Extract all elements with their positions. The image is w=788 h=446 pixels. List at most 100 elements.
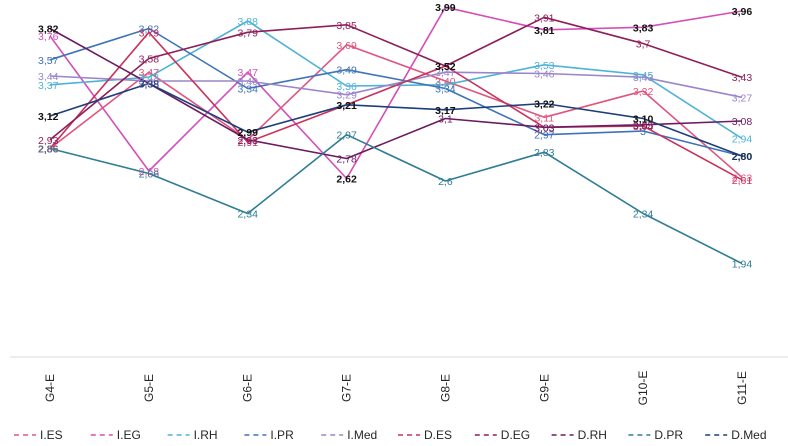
data-label-i-pr-g6-e: 3,34 (237, 84, 258, 96)
data-label-i-eg-g6-e: 3,47 (237, 67, 258, 79)
series-line-d-med (49, 82, 743, 157)
data-label-d-med-g5-e: 3,38 (139, 79, 160, 91)
data-label-i-pr-g7-e: 3,49 (336, 65, 357, 77)
data-label-d-pr-g7-e: 2,97 (336, 130, 357, 142)
data-label-i-rh-g9-e: 3,53 (534, 60, 555, 72)
legend-item-i-es: I.ES (14, 428, 63, 442)
x-tick-label-g6-e: G6-E (241, 374, 255, 402)
data-label-d-es-g8-e: 3,52 (435, 61, 456, 73)
series-line-i-eg (49, 6, 743, 180)
data-label-i-pr-g4-e: 3,57 (38, 55, 59, 67)
data-label-d-rh-g5-e: 3,38 (139, 79, 160, 91)
data-label-i-eg-g7-e: 2,62 (336, 174, 357, 186)
data-label-d-es-g9-e: 3,03 (534, 122, 555, 134)
data-label-d-eg-g9-e: 3,91 (534, 12, 555, 24)
data-label-i-pr-g8-e: 3,34 (435, 84, 456, 96)
data-label-d-eg-g7-e: 3,85 (336, 20, 357, 32)
data-label-i-eg-g11-e: 3,96 (732, 6, 753, 18)
data-label-d-es-g7-e: 3,21 (336, 100, 357, 112)
data-label-d-rh-g4-e: 3,82 (38, 24, 59, 36)
data-label-i-rh-g6-e: 3,88 (237, 16, 258, 28)
data-label-d-rh-g7-e: 2,78 (336, 154, 357, 166)
legend-label-d-eg: D.EG (501, 428, 530, 442)
data-label-d-rh-g8-e: 3,1 (438, 114, 453, 126)
legend-item-d-med: D.Med (705, 428, 767, 442)
data-label-i-med-g6-e: 3,40 (237, 76, 258, 88)
series-line-i-pr (49, 27, 743, 157)
data-label-i-med-g10-e: 3,43 (633, 72, 654, 84)
data-label-i-med-g4-e: 3,44 (38, 71, 59, 83)
data-label-i-med-g11-e: 3,27 (732, 92, 753, 104)
series-line-d-eg (49, 16, 743, 141)
legend-item-d-es: D.ES (398, 428, 452, 442)
data-label-i-med-g9-e: 3,46 (534, 69, 555, 81)
data-label-d-pr-g10-e: 2,34 (633, 209, 654, 221)
data-label-d-pr-g4-e: 2,86 (38, 144, 59, 156)
legend-label-i-eg: I.EG (117, 428, 141, 442)
data-label-d-eg-g8-e: 3,52 (435, 61, 456, 73)
data-label-i-eg-g8-e: 3,99 (435, 2, 456, 14)
legend-item-i-pr: I.PR (244, 428, 294, 442)
data-labels: 2,863,472,933,693,403,113,322,633,762,68… (38, 2, 752, 270)
data-label-i-es-g7-e: 3,69 (336, 40, 357, 52)
data-label-i-rh-g7-e: 3,36 (336, 81, 357, 93)
data-label-i-es-g10-e: 3,32 (633, 86, 654, 98)
data-label-d-med-g9-e: 3,22 (534, 99, 555, 111)
legend-label-i-pr: I.PR (270, 428, 294, 442)
data-label-d-rh-g10-e: 3,05 (633, 120, 654, 132)
data-label-i-rh-g10-e: 3,45 (633, 70, 654, 82)
legend-item-i-eg: I.EG (90, 428, 141, 442)
x-tick-label-g10-e: G10-E (636, 371, 650, 406)
x-tick-label-g4-e: G4-E (43, 374, 57, 402)
legend-label-d-es: D.ES (424, 428, 452, 442)
x-tick-label-g5-e: G5-E (142, 374, 156, 402)
legend-label-i-es: I.ES (40, 428, 63, 442)
data-label-d-med-g10-e: 3,10 (633, 114, 654, 126)
x-axis-ticks: G4-E G5-E G6-E G7-E G8-E G9-E G10-E G11-E (43, 371, 749, 406)
legend-label-d-med: D.Med (731, 428, 766, 442)
data-label-d-pr-g6-e: 2,34 (237, 209, 258, 221)
data-label-i-es-g6-e: 2,93 (237, 135, 258, 147)
data-label-d-eg-g11-e: 3,43 (732, 72, 753, 84)
data-label-d-med-g8-e: 3,17 (435, 105, 456, 117)
x-tick-label-g11-e: G11-E (735, 371, 749, 405)
data-label-i-med-g8-e: 3,47 (435, 67, 456, 79)
data-label-i-pr-g10-e: 3 (640, 126, 646, 138)
data-label-i-pr-g5-e: 3,82 (139, 24, 160, 36)
x-tick-label-g7-e: G7-E (340, 374, 354, 402)
data-label-i-pr-g11-e: 2,80 (732, 151, 753, 163)
data-label-i-es-g8-e: 3,40 (435, 76, 456, 88)
series-lines (49, 6, 743, 265)
data-label-i-pr-g9-e: 2,97 (534, 130, 555, 142)
data-label-i-eg-g5-e: 2,68 (139, 166, 160, 178)
data-label-i-es-g4-e: 2,86 (38, 144, 59, 156)
data-label-i-rh-g8-e: 3,37 (435, 80, 456, 92)
data-label-d-eg-g6-e: 3,79 (237, 27, 258, 39)
data-label-d-es-g10-e: 3,04 (633, 121, 654, 133)
data-label-d-es-g4-e: 2,86 (38, 144, 59, 156)
data-label-d-rh-g11-e: 3,08 (732, 116, 753, 128)
data-label-i-es-g9-e: 3,11 (534, 112, 554, 124)
data-label-i-es-g11-e: 2,63 (732, 172, 753, 184)
data-label-d-es-g11-e: 2,61 (732, 175, 753, 187)
x-tick-label-g8-e: G8-E (438, 374, 452, 402)
data-label-i-med-g7-e: 3,29 (336, 90, 357, 102)
data-label-d-rh-g6-e: 2,93 (237, 135, 258, 147)
data-label-i-rh-g5-e: 3,43 (139, 72, 160, 84)
data-label-d-es-g5-e: 3,79 (139, 27, 160, 39)
x-tick-label-g9-e: G9-E (537, 374, 551, 402)
data-label-i-rh-g11-e: 2,94 (732, 134, 753, 146)
data-label-d-pr-g9-e: 2,83 (534, 147, 555, 159)
series-line-d-pr (49, 133, 743, 265)
data-label-i-eg-g9-e: 3,81 (534, 25, 555, 37)
legend-label-i-med: I.Med (347, 428, 377, 442)
data-label-d-eg-g5-e: 3,58 (139, 54, 160, 66)
data-label-i-es-g5-e: 3,47 (139, 67, 160, 79)
data-label-d-med-g11-e: 2,80 (732, 151, 753, 163)
data-label-d-rh-g9-e: 3,03 (534, 122, 555, 134)
data-label-d-eg-g4-e: 2,93 (38, 135, 59, 147)
data-label-d-eg-g10-e: 3,7 (636, 39, 651, 51)
data-label-i-med-g5-e: 3,40 (139, 76, 160, 88)
legend-label-d-rh: D.RH (578, 428, 607, 442)
